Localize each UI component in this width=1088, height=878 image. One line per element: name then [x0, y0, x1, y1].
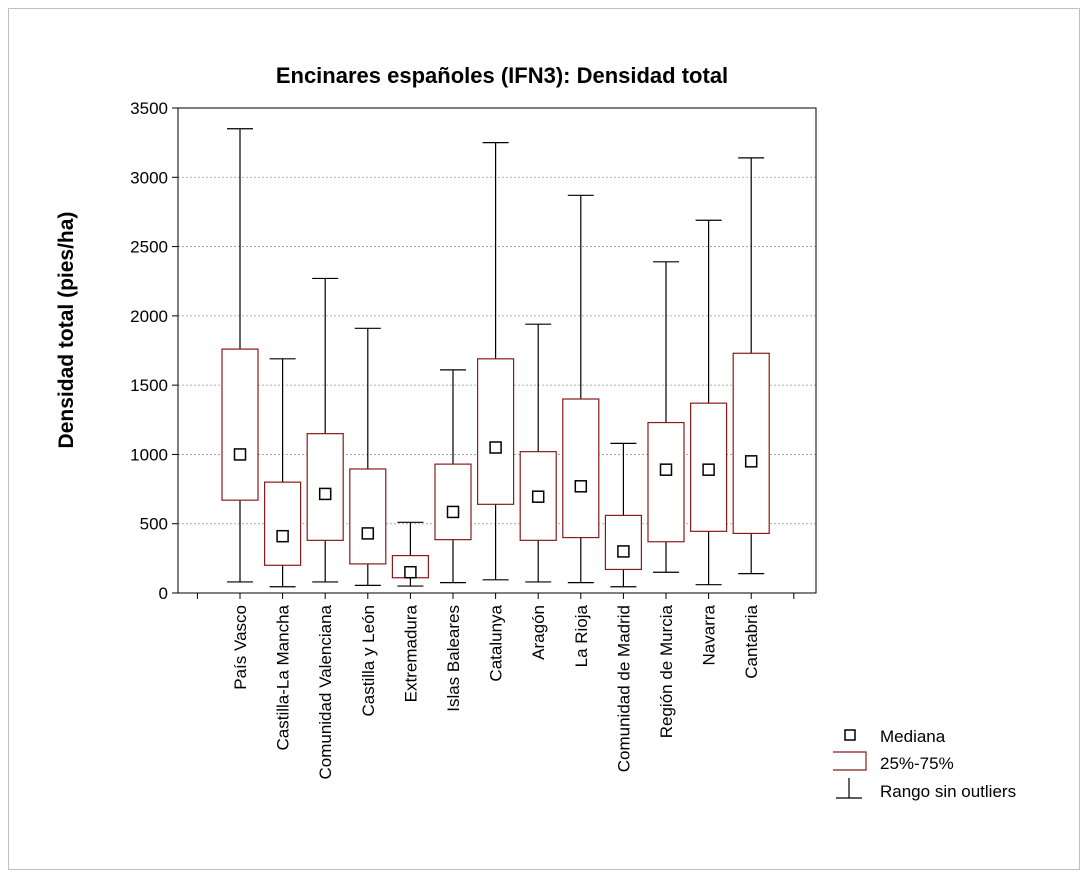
median-marker	[489, 441, 502, 454]
legend-box-label: 25%-75%	[880, 754, 954, 773]
box-group	[391, 521, 429, 587]
category-label: Extremadura	[401, 604, 420, 702]
box-group	[519, 323, 557, 583]
category-label: Castilla-La Mancha	[274, 604, 293, 750]
box-group	[221, 128, 259, 583]
figure-frame	[8, 8, 1080, 870]
iqr-box	[732, 352, 770, 535]
median-marker	[574, 480, 588, 493]
y-tick-label: 1500	[130, 376, 168, 395]
box-group	[306, 277, 344, 583]
y-tick-label: 3000	[130, 168, 168, 187]
legend-whisker-icon	[836, 778, 862, 799]
box-group	[647, 261, 685, 573]
iqr-box	[306, 433, 344, 541]
box-group	[732, 157, 770, 575]
legend-median-label: Mediana	[880, 727, 946, 746]
category-label: Castilla y León	[359, 605, 378, 717]
category-label: Región de Murcia	[657, 604, 676, 738]
y-axis: 0 500 1000 1500 2000 2500 3000 3500	[130, 99, 178, 603]
median-marker	[361, 527, 375, 540]
iqr-box	[647, 421, 685, 543]
box-group	[477, 142, 515, 581]
box-group	[349, 327, 387, 586]
y-tick-label: 3500	[130, 99, 168, 118]
y-tick-label: 500	[140, 515, 168, 534]
y-tick-label: 0	[159, 584, 168, 603]
median-marker	[531, 490, 545, 503]
category-label: Islas Baleares	[444, 605, 463, 712]
box-group	[689, 219, 728, 586]
boxes	[221, 128, 770, 588]
median-marker	[702, 463, 715, 476]
category-label: País Vasco	[231, 605, 250, 690]
iqr-box	[349, 468, 387, 565]
y-tick-label: 2000	[130, 307, 168, 326]
median-marker	[446, 505, 460, 519]
chart-title: Encinares españoles (IFN3): Densidad tot…	[276, 63, 728, 88]
y-tick-label: 1000	[130, 445, 168, 464]
category-label: La Rioja	[572, 604, 591, 667]
iqr-box	[264, 481, 302, 566]
legend-whisker-label: Rango sin outliers	[880, 782, 1016, 801]
legend: Mediana 25%-75% Rango sin outliers	[833, 727, 1016, 801]
category-label: Aragón	[529, 605, 548, 660]
box-group	[562, 194, 600, 584]
median-marker	[404, 565, 417, 579]
median-marker	[617, 545, 630, 558]
iqr-box	[434, 463, 472, 541]
y-tick-label: 2500	[130, 238, 168, 257]
category-label: Comunidad Valenciana	[316, 604, 335, 779]
legend-box-icon	[833, 751, 867, 771]
median-marker	[659, 463, 673, 476]
median-marker	[233, 448, 247, 461]
category-label: Comunidad de Madrid	[614, 605, 633, 772]
iqr-box	[604, 514, 643, 571]
iqr-box	[221, 348, 259, 501]
median-marker	[276, 529, 289, 543]
y-axis-label: Densidad total (pies/ha)	[55, 212, 78, 449]
box-group	[604, 442, 643, 588]
median-marker	[318, 487, 332, 501]
box-group	[434, 369, 472, 584]
x-axis: País Vasco Castilla-La Mancha Comunidad Va…	[196, 593, 795, 780]
iqr-box	[477, 358, 515, 505]
category-label: Navarra	[700, 604, 719, 665]
category-label: Catalunya	[487, 604, 506, 681]
median-marker	[744, 455, 758, 468]
legend-median-icon	[844, 729, 856, 741]
plot-area	[177, 107, 817, 594]
box-group	[264, 358, 302, 588]
iqr-box	[562, 398, 600, 539]
category-label: Cantabria	[742, 604, 761, 678]
